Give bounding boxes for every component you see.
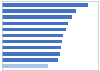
Bar [2,22,68,25]
Bar [2,40,62,43]
Bar [2,34,63,37]
Bar [2,52,60,56]
Bar [2,28,66,31]
Bar [2,15,72,19]
Bar [2,64,48,68]
Bar [2,58,58,62]
Bar [2,9,76,13]
Bar [2,46,61,49]
Bar [2,3,88,7]
